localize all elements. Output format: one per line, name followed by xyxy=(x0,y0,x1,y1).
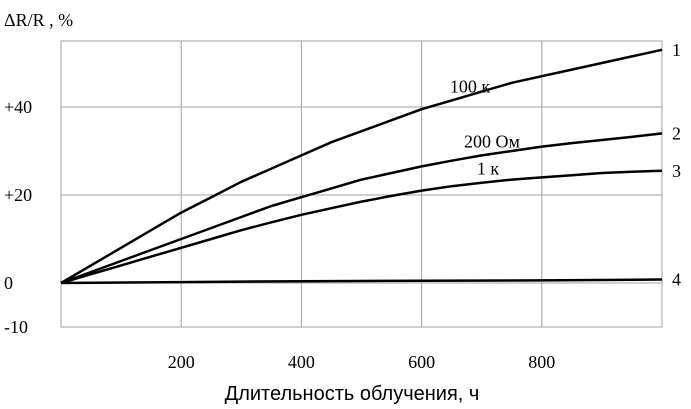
series-name-2: 200 Ом xyxy=(464,131,520,151)
series-line-4 xyxy=(60,278,663,285)
plot-area xyxy=(60,40,663,328)
grid xyxy=(61,41,662,327)
y-tick-label: +40 xyxy=(4,97,32,117)
y-tick-label: 0 xyxy=(4,273,13,293)
x-tick-label: 400 xyxy=(288,352,315,372)
x-tick-labels: 200 400 600 800 xyxy=(168,352,556,372)
x-tick-label: 800 xyxy=(528,352,555,372)
y-tick-label: -10 xyxy=(4,317,28,337)
series-group xyxy=(60,48,663,285)
series-line-3 xyxy=(60,169,663,285)
x-tick-label: 200 xyxy=(168,352,195,372)
series-name-1: 100 к xyxy=(450,76,491,96)
y-tick-label: +20 xyxy=(4,185,32,205)
series-labels: 1 100 к 2 200 Ом 3 1 к 4 xyxy=(450,40,681,290)
series-number-1: 1 xyxy=(672,40,681,60)
x-tick-label: 600 xyxy=(408,352,435,372)
series-number-3: 3 xyxy=(672,161,681,181)
series-line-2 xyxy=(60,132,663,285)
y-tick-labels: -10 0 +20 +40 xyxy=(4,97,32,337)
series-number-4: 4 xyxy=(672,269,681,289)
series-number-2: 2 xyxy=(672,123,681,143)
x-axis-label: Длительность облучения, ч xyxy=(225,383,480,405)
series-name-3: 1 к xyxy=(477,159,500,179)
series-line-1 xyxy=(60,48,663,285)
y-axis-label: ΔR/R , % xyxy=(4,10,73,30)
